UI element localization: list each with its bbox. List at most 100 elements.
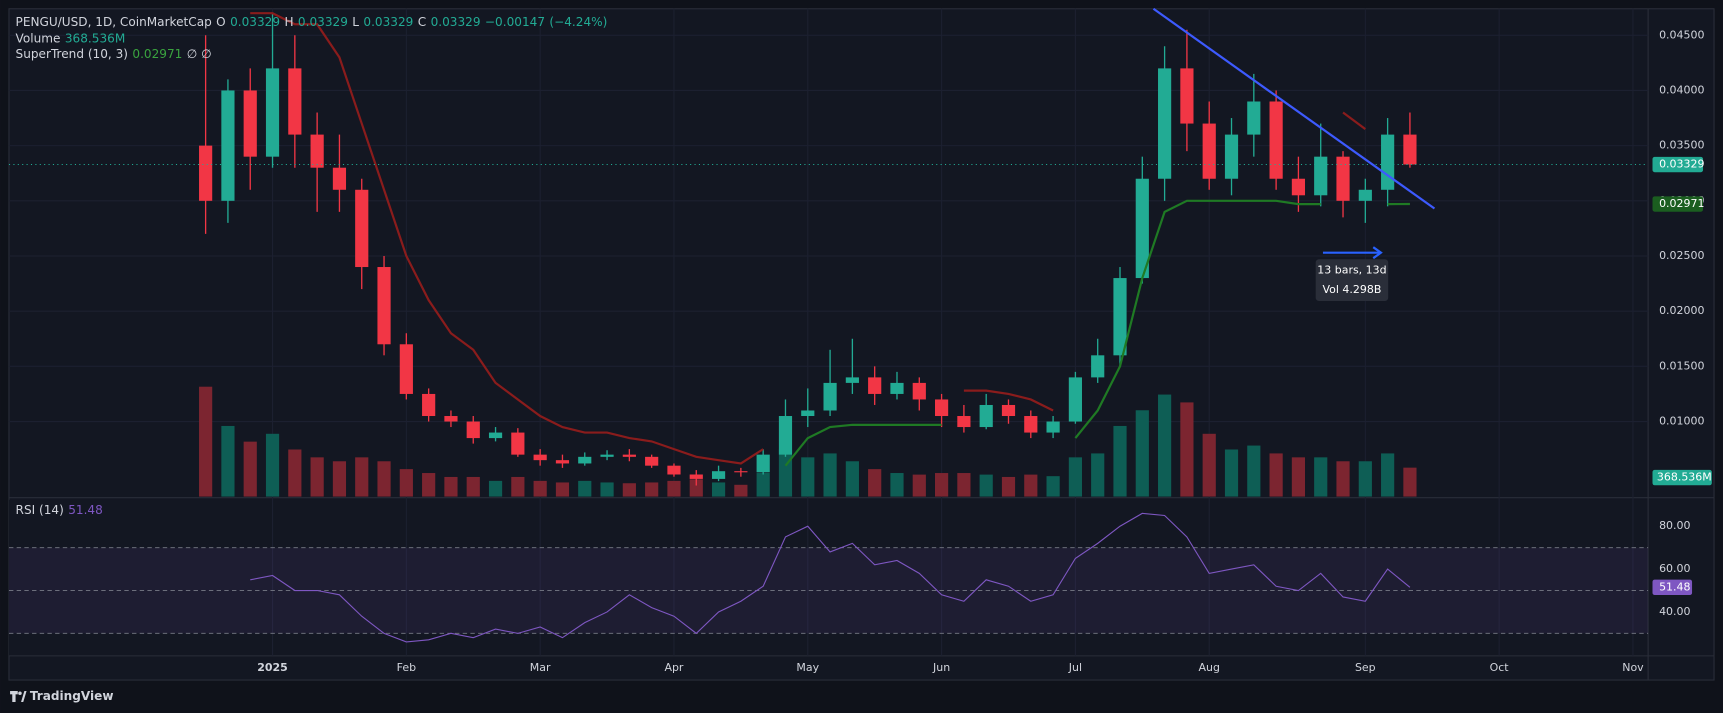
ohlc-name: H — [284, 14, 293, 28]
candle-body — [578, 456, 592, 464]
logo-mark — [21, 691, 27, 703]
volume-bar — [667, 480, 681, 497]
volume-bar — [199, 386, 213, 497]
x-tick-label: Aug — [1199, 661, 1220, 674]
measure-text: Vol 4.298B — [1323, 283, 1382, 296]
supertrend-name: SuperTrend (10, 3) — [16, 46, 128, 60]
x-tick-label: Oct — [1490, 661, 1510, 674]
volume-label: 368.536M — [1657, 471, 1712, 484]
volume-bar — [355, 457, 369, 497]
volume-bar — [310, 457, 324, 497]
candle-body — [934, 399, 949, 417]
candle-body — [1135, 178, 1149, 279]
candle-body — [1068, 377, 1082, 422]
candle-body — [1046, 421, 1060, 433]
candle-body — [377, 267, 391, 345]
x-tick-label: 2025 — [257, 661, 288, 674]
supertrend-flags: ∅ ∅ — [187, 46, 212, 60]
supertrend-value: 0.02971 — [132, 46, 182, 60]
supertrend-box — [1652, 196, 1704, 212]
ohlc-name: C — [418, 14, 426, 28]
rsi-pane — [8, 499, 1649, 656]
volume-bar — [734, 484, 748, 497]
volume-bar — [1381, 453, 1395, 497]
volume-bar — [756, 473, 770, 497]
volume-bar — [711, 482, 726, 497]
candle-body — [555, 460, 570, 464]
y-tick-label: 0.03500 — [1659, 139, 1704, 152]
candle-body — [1158, 68, 1172, 179]
volume-bar — [934, 473, 949, 497]
candle-body — [1403, 134, 1417, 165]
volume-bar — [533, 480, 547, 497]
volume-bar — [979, 474, 993, 497]
rsi-value-label: 51.48 — [1659, 580, 1690, 593]
x-tick-label: Feb — [397, 661, 416, 674]
candle-body — [845, 377, 859, 383]
volume-bar — [1024, 474, 1038, 497]
volume-bar — [645, 482, 659, 497]
candle-body — [1024, 416, 1038, 433]
candle-body — [511, 432, 525, 455]
rsi-value-box — [1652, 579, 1693, 596]
volume-bar — [1180, 402, 1194, 497]
candle-body — [288, 68, 302, 135]
x-tick-label: May — [796, 661, 819, 674]
volume-bar — [801, 457, 815, 497]
last-price-label: 0.03329 — [1659, 158, 1704, 171]
legend-row: PENGU/USD, 1D, CoinMarketCap O 0.03329 H 0.0… — [16, 14, 608, 28]
y-tick-label: 0.01500 — [1659, 359, 1704, 372]
measure-box — [1315, 259, 1389, 302]
y-tick-label: 0.04500 — [1659, 28, 1704, 41]
supertrend-line — [784, 423, 942, 467]
volume-bar — [1091, 453, 1105, 497]
supertrend-line — [963, 389, 1054, 412]
candle-body — [199, 145, 213, 201]
rsi-line — [250, 512, 1411, 643]
candle-body — [1224, 134, 1239, 179]
volume-bar — [1291, 457, 1306, 497]
volume-bar — [622, 483, 636, 497]
ohlc-value: 0.03329 — [363, 14, 413, 28]
ohlc-name: O — [216, 14, 226, 28]
volume-bar — [1068, 457, 1082, 497]
logo-mark — [18, 691, 22, 695]
volume-bar — [890, 473, 904, 497]
volume-bar — [1247, 445, 1261, 497]
x-tick-label: Jul — [1068, 661, 1082, 674]
change-percent: (−4.24%) — [549, 14, 607, 28]
candle-body — [1091, 355, 1105, 378]
candle-body — [332, 167, 347, 190]
volume-bar — [1314, 457, 1328, 497]
volume-name: Volume — [16, 31, 61, 45]
volume-bar — [1202, 433, 1216, 497]
candle-body — [444, 416, 458, 422]
candle-body — [912, 382, 926, 400]
candle-body — [265, 68, 280, 157]
candle-body — [645, 456, 659, 466]
volume-bar — [868, 469, 882, 497]
volume-value: 368.536M — [65, 31, 125, 45]
candle-body — [243, 90, 257, 157]
candle-body — [1113, 278, 1127, 356]
volume-bar — [288, 449, 302, 497]
measure-arrowhead — [1372, 246, 1383, 260]
rsi-name: RSI (14) — [16, 502, 64, 516]
x-tick-label: Mar — [530, 661, 551, 674]
volume-bar — [1001, 476, 1016, 497]
candle-body — [399, 344, 413, 394]
supertrend-line — [1342, 111, 1366, 130]
volume-bar — [1403, 467, 1417, 497]
legend-row: RSI (14) 51.48 — [16, 502, 103, 516]
candle-body — [868, 377, 882, 394]
candle-body — [890, 382, 904, 394]
candle-body — [801, 410, 815, 417]
volume-bar — [332, 461, 347, 497]
volume-bar — [1158, 394, 1172, 497]
volume-bar — [1336, 461, 1350, 497]
candle-body — [1180, 68, 1194, 124]
volume-bar — [1269, 453, 1283, 497]
candle-body — [667, 465, 681, 475]
